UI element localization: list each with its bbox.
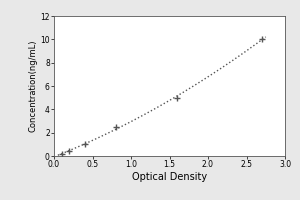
Y-axis label: Concentration(ng/mL): Concentration(ng/mL) — [28, 40, 38, 132]
X-axis label: Optical Density: Optical Density — [132, 172, 207, 182]
